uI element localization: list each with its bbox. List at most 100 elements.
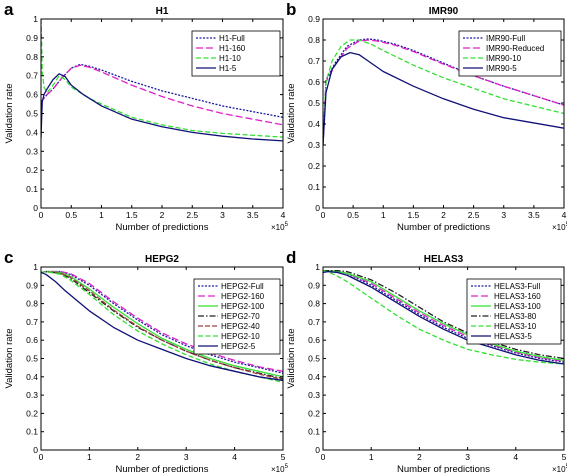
y-tick-label: 1 bbox=[33, 14, 38, 24]
chart-title: IMR90 bbox=[429, 6, 459, 17]
legend-label: HEPG2-100 bbox=[221, 302, 265, 311]
legend-label: IMR90-Reduced bbox=[486, 44, 544, 53]
chart-title: HEPG2 bbox=[145, 254, 179, 265]
y-tick-label: 0.2 bbox=[26, 165, 38, 175]
series-line-hepg2-160 bbox=[41, 270, 283, 372]
series-line-hepg2-40 bbox=[41, 270, 283, 381]
x-tick-label: 1.5 bbox=[126, 210, 138, 220]
panel-letter: d bbox=[286, 248, 296, 267]
x-multiplier: ×105 bbox=[552, 464, 567, 473]
series-line-h1-10 bbox=[41, 19, 283, 138]
panel-letter: b bbox=[286, 0, 296, 19]
x-axis-label: Number of predictions bbox=[397, 222, 490, 233]
panel-letter: a bbox=[4, 0, 14, 19]
y-tick-label: 0.6 bbox=[308, 335, 320, 345]
x-tick-label: 2.5 bbox=[186, 210, 198, 220]
x-tick-label: 4 bbox=[562, 210, 567, 220]
y-tick-label: 0.3 bbox=[308, 140, 320, 150]
legend-label: H1-5 bbox=[219, 64, 237, 73]
series-group bbox=[41, 270, 283, 383]
series-line-hepg2-100 bbox=[41, 270, 283, 378]
legend-label: HELAS3-10 bbox=[494, 322, 537, 331]
y-tick-label: 0.5 bbox=[308, 98, 320, 108]
y-tick-label: 0.8 bbox=[26, 52, 38, 62]
y-tick-label: 0.2 bbox=[26, 408, 38, 418]
legend-label: HEPG2-10 bbox=[221, 332, 260, 341]
y-axis-label: Validation rate bbox=[286, 83, 297, 143]
x-multiplier: ×105 bbox=[552, 222, 567, 232]
x-tick-label: 1 bbox=[87, 452, 92, 462]
y-tick-label: 0 bbox=[33, 203, 38, 213]
y-tick-label: 0.9 bbox=[308, 14, 320, 24]
legend-label: H1-Full bbox=[219, 34, 245, 43]
legend-label: HELAS3-Full bbox=[494, 282, 540, 291]
legend-box bbox=[193, 278, 281, 355]
legend: HELAS3-FullHELAS3-160HELAS3-100HELAS3-80… bbox=[466, 278, 562, 345]
y-tick-label: 0.1 bbox=[26, 427, 38, 437]
legend-label: HELAS3-100 bbox=[494, 302, 541, 311]
y-tick-label: 0.6 bbox=[308, 77, 320, 87]
y-tick-label: 0.9 bbox=[308, 280, 320, 290]
y-tick-label: 0 bbox=[315, 203, 320, 213]
legend: HEPG2-FullHEPG2-160HEPG2-100HEPG2-70HEPG… bbox=[193, 278, 281, 355]
x-tick-label: 2.5 bbox=[468, 210, 480, 220]
x-tick-label: 2 bbox=[135, 452, 140, 462]
y-tick-label: 0.8 bbox=[308, 299, 320, 309]
legend-label: H1-10 bbox=[219, 54, 241, 63]
legend-label: HEPG2-70 bbox=[221, 312, 260, 321]
x-tick-label: 0.5 bbox=[347, 210, 359, 220]
x-tick-label: 0 bbox=[321, 210, 326, 220]
legend-box bbox=[466, 278, 562, 345]
series-line-imr90-5 bbox=[323, 51, 564, 146]
y-tick-label: 0.4 bbox=[26, 372, 38, 382]
y-tick-label: 0 bbox=[315, 445, 320, 455]
x-tick-label: 3 bbox=[184, 452, 189, 462]
series-line-hepg2-5 bbox=[41, 271, 283, 382]
y-tick-label: 0.5 bbox=[26, 109, 38, 119]
x-multiplier: ×105 bbox=[271, 222, 289, 232]
x-tick-label: 1 bbox=[99, 210, 104, 220]
y-tick-label: 1 bbox=[33, 262, 38, 272]
legend-label: HELAS3-160 bbox=[494, 292, 541, 301]
x-tick-label: 1.5 bbox=[407, 210, 419, 220]
chart-title: H1 bbox=[156, 6, 169, 17]
y-tick-label: 0.4 bbox=[26, 127, 38, 137]
x-tick-label: 2 bbox=[441, 210, 446, 220]
series-line-hepg2-full bbox=[41, 270, 283, 374]
series-line-h1-160 bbox=[41, 64, 283, 126]
series-group bbox=[323, 270, 564, 365]
x-tick-label: 5 bbox=[281, 452, 286, 462]
y-tick-label: 0.2 bbox=[308, 408, 320, 418]
series-line-helas3-80 bbox=[323, 270, 564, 360]
x-axis-label: Number of predictions bbox=[116, 222, 209, 233]
x-tick-label: 4 bbox=[281, 210, 286, 220]
y-axis-label: Validation rate bbox=[4, 83, 15, 143]
legend-label: IMR90-10 bbox=[486, 54, 522, 63]
legend-label: IMR90-Full bbox=[486, 34, 525, 43]
series-line-helas3-5 bbox=[323, 270, 564, 365]
x-tick-label: 0.5 bbox=[65, 210, 77, 220]
y-tick-label: 0.7 bbox=[308, 56, 320, 66]
series-line-imr90-10 bbox=[323, 39, 564, 146]
series-line-helas3-100 bbox=[323, 270, 564, 361]
x-tick-label: 3 bbox=[465, 452, 470, 462]
chart-title: HELAS3 bbox=[424, 254, 464, 265]
series-group bbox=[41, 19, 283, 142]
x-tick-label: 1 bbox=[381, 210, 386, 220]
x-tick-label: 3 bbox=[501, 210, 506, 220]
y-tick-label: 0.4 bbox=[308, 372, 320, 382]
x-multiplier: ×105 bbox=[271, 464, 289, 473]
y-tick-label: 0.5 bbox=[308, 354, 320, 364]
y-tick-label: 0.3 bbox=[308, 390, 320, 400]
chart-panel-b: 0 0.1 0.2 0.3 0.4 0.5 0.6 0.7 0.8 0.9 0 0.5 1 1.5 2 2.5… bbox=[286, 0, 567, 233]
y-tick-label: 0.1 bbox=[308, 182, 320, 192]
y-tick-label: 0.7 bbox=[26, 317, 38, 327]
y-tick-label: 1 bbox=[315, 262, 320, 272]
legend-label: IMR90-5 bbox=[486, 64, 517, 73]
legend-label: HEPG2-Full bbox=[221, 282, 264, 291]
panel-letter: c bbox=[4, 248, 13, 267]
y-tick-label: 0.1 bbox=[26, 184, 38, 194]
chart-panel-a: 0 0.1 0.2 0.3 0.4 0.5 0.6 0.7 0.8 0.9 1 0 0.5 1 1.5 2 2.… bbox=[4, 0, 289, 233]
